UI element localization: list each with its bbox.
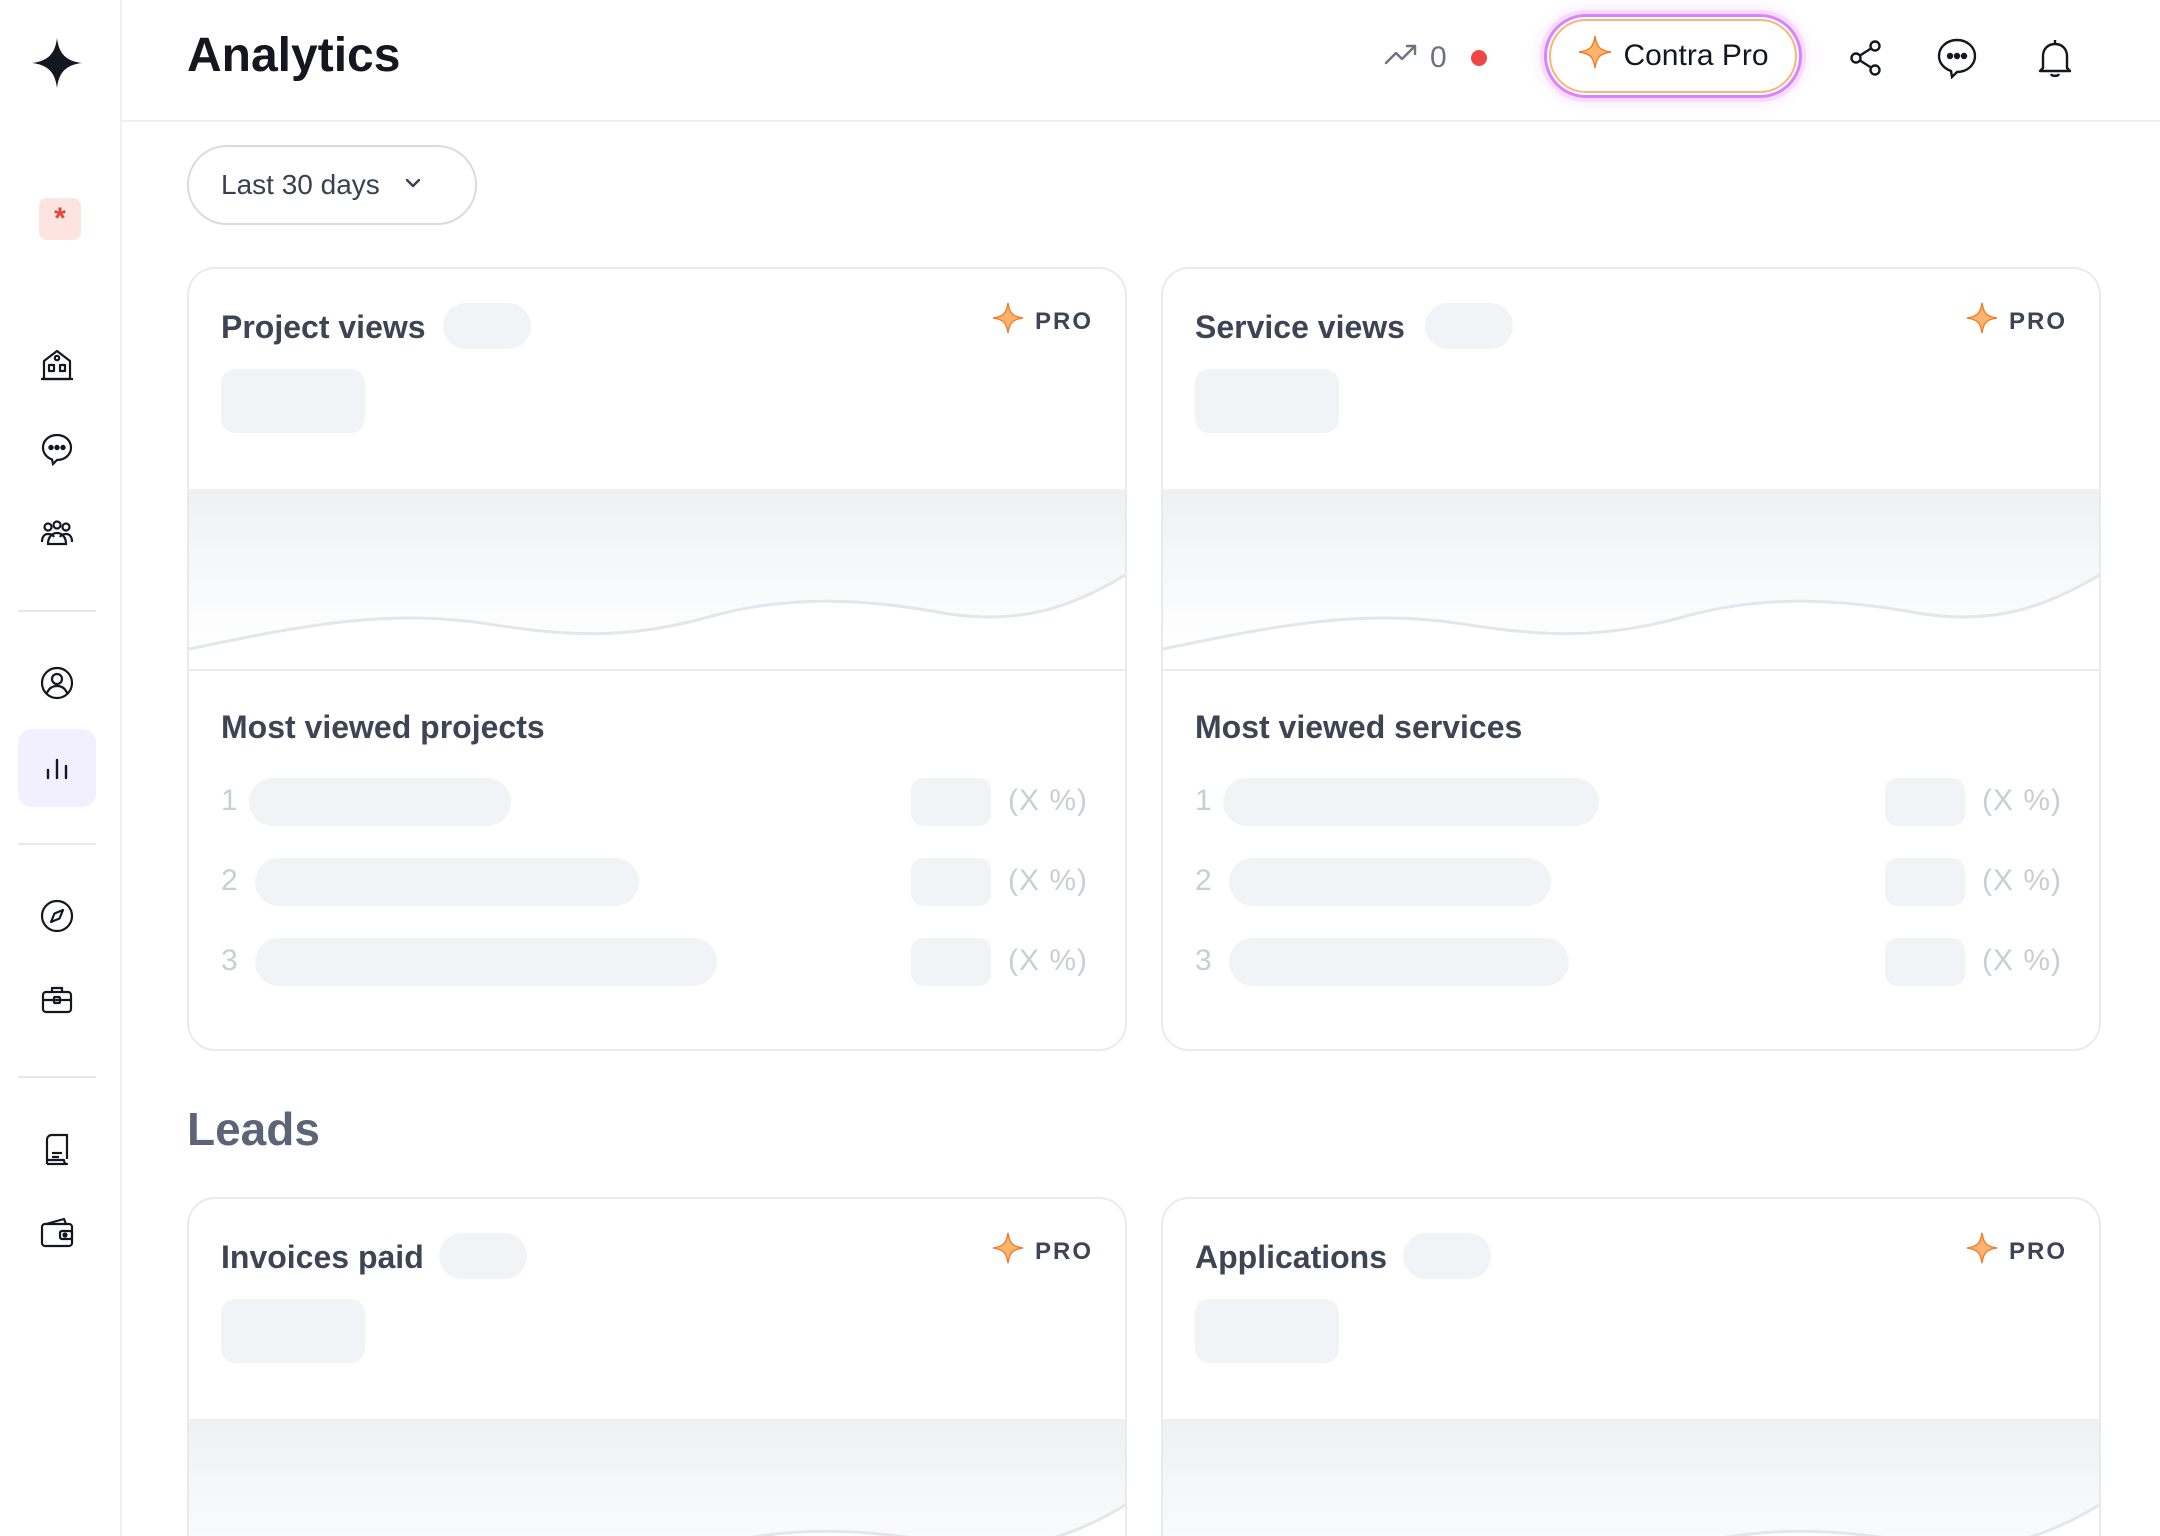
date-range-label: Last 30 days xyxy=(221,169,380,200)
pro-label: PRO xyxy=(2008,1237,2067,1265)
invoices-sparkline xyxy=(189,1419,1125,1536)
applications-sparkline xyxy=(1163,1419,2099,1536)
value-placeholder xyxy=(221,1299,365,1363)
value-placeholder xyxy=(911,778,991,826)
rank-number: 2 xyxy=(221,864,238,897)
rank-number: 3 xyxy=(221,944,238,977)
value-placeholder xyxy=(1885,778,1965,826)
count-placeholder xyxy=(1403,1233,1491,1279)
value-placeholder xyxy=(221,369,365,433)
sidebar-divider xyxy=(18,843,96,845)
card-title: Project views xyxy=(221,309,426,345)
percent-label: (X %) xyxy=(1008,784,1088,817)
card-title: Invoices paid xyxy=(221,1239,424,1275)
trend-value: 0 xyxy=(1430,41,1447,74)
applications-card: Applications PRO xyxy=(1161,1197,2101,1536)
sidebar-divider xyxy=(18,1076,96,1078)
sparkle-icon xyxy=(1577,34,1613,78)
analytics-icon[interactable] xyxy=(18,729,96,807)
item-placeholder xyxy=(1229,938,1569,986)
list-item[interactable]: 2 (X %) xyxy=(221,858,1095,908)
page-title: Analytics xyxy=(187,29,401,82)
profile-icon[interactable] xyxy=(18,644,96,722)
rank-number: 3 xyxy=(1195,944,1212,977)
item-placeholder xyxy=(255,938,717,986)
pro-tag[interactable]: PRO xyxy=(1965,301,2067,342)
rank-number: 1 xyxy=(221,784,238,817)
messages-icon[interactable] xyxy=(18,410,96,488)
date-range-dropdown[interactable]: Last 30 days xyxy=(187,145,477,225)
card-divider xyxy=(1163,669,2099,671)
home-icon[interactable] xyxy=(18,326,96,404)
sparkle-icon xyxy=(1965,1231,1999,1272)
count-placeholder xyxy=(439,1233,527,1279)
contra-pro-label: Contra Pro xyxy=(1623,39,1769,72)
percent-label: (X %) xyxy=(1008,944,1088,977)
wallet-icon[interactable] xyxy=(18,1194,96,1272)
community-icon[interactable] xyxy=(18,494,96,572)
card-divider xyxy=(189,669,1125,671)
pro-tag[interactable]: PRO xyxy=(991,301,1093,342)
rank-number: 2 xyxy=(1195,864,1212,897)
pro-label: PRO xyxy=(1034,1237,1093,1265)
item-placeholder xyxy=(249,778,511,826)
list-item[interactable]: 1 (X %) xyxy=(1195,778,2069,828)
chat-icon[interactable] xyxy=(1927,28,1987,88)
sidebar: * xyxy=(0,0,122,1536)
pro-label: PRO xyxy=(2008,307,2067,335)
percent-label: (X %) xyxy=(1982,784,2062,817)
list-item[interactable]: 3 (X %) xyxy=(1195,938,2069,988)
sparkle-icon xyxy=(1965,301,1999,342)
item-placeholder xyxy=(1229,858,1551,906)
list-title: Most viewed services xyxy=(1195,709,1523,745)
value-placeholder xyxy=(1885,858,1965,906)
pro-label: PRO xyxy=(1034,307,1093,335)
value-placeholder xyxy=(1195,369,1339,433)
value-placeholder xyxy=(911,858,991,906)
item-placeholder xyxy=(255,858,639,906)
rank-number: 1 xyxy=(1195,784,1212,817)
card-title: Applications xyxy=(1195,1239,1388,1275)
workspace-badge[interactable]: * xyxy=(39,198,81,240)
sidebar-divider xyxy=(18,610,96,612)
views-sparkline xyxy=(1163,489,2099,651)
views-sparkline xyxy=(189,489,1125,651)
pro-tag[interactable]: PRO xyxy=(1965,1231,2067,1272)
percent-label: (X %) xyxy=(1982,944,2062,977)
notification-dot xyxy=(1470,50,1487,66)
count-placeholder xyxy=(443,303,531,349)
contra-pro-button[interactable]: Contra Pro xyxy=(1544,14,1802,98)
logo-icon[interactable] xyxy=(30,36,84,90)
list-title: Most viewed projects xyxy=(221,709,545,745)
percent-label: (X %) xyxy=(1008,864,1088,897)
bell-icon[interactable] xyxy=(2025,28,2085,88)
trend-indicator[interactable]: 0 xyxy=(1382,36,1487,80)
count-placeholder xyxy=(1425,303,1513,349)
leads-heading: Leads xyxy=(187,1103,320,1155)
sparkle-icon xyxy=(991,301,1025,342)
invoices-icon[interactable] xyxy=(18,1110,96,1188)
project-views-card: Project views PRO Most viewed projects 1… xyxy=(187,267,1127,1051)
share-icon[interactable] xyxy=(1836,28,1896,88)
list-item[interactable]: 3 (X %) xyxy=(221,938,1095,988)
invoices-paid-card: Invoices paid PRO xyxy=(187,1197,1127,1536)
value-placeholder xyxy=(911,938,991,986)
list-item[interactable]: 1 (X %) xyxy=(221,778,1095,828)
trend-icon xyxy=(1382,35,1420,81)
card-title: Service views xyxy=(1195,309,1405,345)
pro-tag[interactable]: PRO xyxy=(991,1231,1093,1272)
chevron-down-icon xyxy=(402,169,424,201)
value-placeholder xyxy=(1885,938,1965,986)
item-placeholder xyxy=(1223,778,1599,826)
sparkle-icon xyxy=(991,1231,1025,1272)
percent-label: (X %) xyxy=(1982,864,2062,897)
discover-icon[interactable] xyxy=(18,877,96,955)
jobs-icon[interactable] xyxy=(18,961,96,1039)
list-item[interactable]: 2 (X %) xyxy=(1195,858,2069,908)
service-views-card: Service views PRO Most viewed services 1… xyxy=(1161,267,2101,1051)
top-header: Analytics 0 Contra Pro xyxy=(122,0,2160,122)
value-placeholder xyxy=(1195,1299,1339,1363)
